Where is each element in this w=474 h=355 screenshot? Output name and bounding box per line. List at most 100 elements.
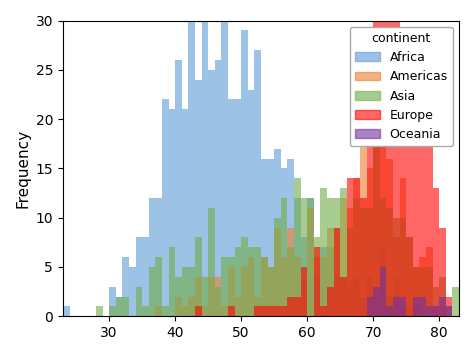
Bar bbox=[301, 277, 307, 316]
Bar bbox=[354, 178, 360, 316]
Bar bbox=[393, 218, 400, 316]
Bar bbox=[400, 306, 406, 316]
Bar bbox=[413, 267, 419, 316]
Bar bbox=[366, 277, 373, 316]
Bar bbox=[439, 296, 446, 316]
Bar bbox=[340, 277, 347, 316]
Bar bbox=[215, 60, 221, 316]
Bar bbox=[314, 247, 320, 316]
Bar bbox=[116, 296, 122, 316]
Bar bbox=[380, 267, 386, 316]
Bar bbox=[241, 237, 248, 316]
Bar bbox=[155, 198, 162, 316]
Bar bbox=[116, 296, 122, 316]
Bar bbox=[439, 277, 446, 316]
Bar bbox=[426, 306, 433, 316]
Bar bbox=[347, 287, 354, 316]
Bar bbox=[446, 306, 452, 316]
Bar bbox=[162, 99, 169, 316]
Bar bbox=[155, 257, 162, 316]
Bar bbox=[208, 208, 215, 316]
Bar bbox=[274, 149, 281, 316]
Bar bbox=[274, 228, 281, 316]
Bar bbox=[261, 257, 267, 316]
Bar bbox=[426, 247, 433, 316]
Bar bbox=[334, 277, 340, 316]
Bar bbox=[347, 178, 354, 316]
Bar bbox=[195, 306, 201, 316]
Bar bbox=[366, 208, 373, 316]
Bar bbox=[327, 287, 334, 316]
Bar bbox=[419, 119, 426, 316]
Bar bbox=[327, 198, 334, 316]
Bar bbox=[386, 159, 393, 316]
Bar bbox=[136, 287, 142, 316]
Bar bbox=[188, 0, 195, 316]
Bar bbox=[419, 267, 426, 316]
Bar bbox=[393, 237, 400, 316]
Y-axis label: Frequency: Frequency bbox=[15, 129, 30, 208]
Bar bbox=[261, 257, 267, 316]
Bar bbox=[195, 80, 201, 316]
Bar bbox=[142, 237, 149, 316]
Bar bbox=[373, 139, 380, 316]
Bar bbox=[221, 306, 228, 316]
Bar bbox=[274, 218, 281, 316]
Bar bbox=[122, 296, 129, 316]
Bar bbox=[267, 306, 274, 316]
Bar bbox=[195, 277, 201, 316]
Bar bbox=[360, 129, 366, 316]
Bar bbox=[439, 228, 446, 316]
Bar bbox=[320, 188, 327, 316]
Bar bbox=[366, 168, 373, 316]
Bar bbox=[380, 247, 386, 316]
Bar bbox=[327, 228, 334, 316]
Bar bbox=[400, 31, 406, 316]
Bar bbox=[327, 247, 334, 316]
Bar bbox=[433, 188, 439, 316]
Bar bbox=[228, 257, 235, 316]
Bar bbox=[281, 306, 287, 316]
Bar bbox=[301, 267, 307, 316]
Bar bbox=[426, 109, 433, 316]
Bar bbox=[235, 247, 241, 316]
Bar bbox=[241, 267, 248, 316]
Bar bbox=[109, 287, 116, 316]
Bar bbox=[175, 277, 182, 316]
Bar bbox=[287, 228, 294, 316]
Bar bbox=[400, 178, 406, 316]
Bar bbox=[208, 277, 215, 316]
Bar bbox=[380, 0, 386, 316]
Bar bbox=[169, 109, 175, 316]
Bar bbox=[413, 296, 419, 316]
Bar bbox=[419, 296, 426, 316]
Bar bbox=[314, 257, 320, 316]
Bar bbox=[281, 257, 287, 316]
Bar bbox=[393, 296, 400, 316]
Bar bbox=[320, 257, 327, 316]
Bar bbox=[406, 306, 413, 316]
Bar bbox=[426, 267, 433, 316]
Bar bbox=[281, 168, 287, 316]
Bar bbox=[413, 267, 419, 316]
Bar bbox=[419, 257, 426, 316]
Bar bbox=[393, 1, 400, 316]
Bar bbox=[129, 267, 136, 316]
Bar bbox=[155, 306, 162, 316]
Bar bbox=[267, 267, 274, 316]
Bar bbox=[149, 198, 155, 316]
Bar bbox=[149, 267, 155, 316]
Bar bbox=[380, 129, 386, 316]
Bar bbox=[433, 287, 439, 316]
Bar bbox=[215, 277, 221, 316]
Bar bbox=[255, 247, 261, 316]
Bar bbox=[433, 306, 439, 316]
Bar bbox=[182, 306, 188, 316]
Bar bbox=[182, 267, 188, 316]
Bar bbox=[340, 188, 347, 316]
Bar bbox=[241, 31, 248, 316]
Bar bbox=[373, 0, 380, 316]
Bar bbox=[400, 296, 406, 316]
Bar bbox=[320, 306, 327, 316]
Bar bbox=[195, 237, 201, 316]
